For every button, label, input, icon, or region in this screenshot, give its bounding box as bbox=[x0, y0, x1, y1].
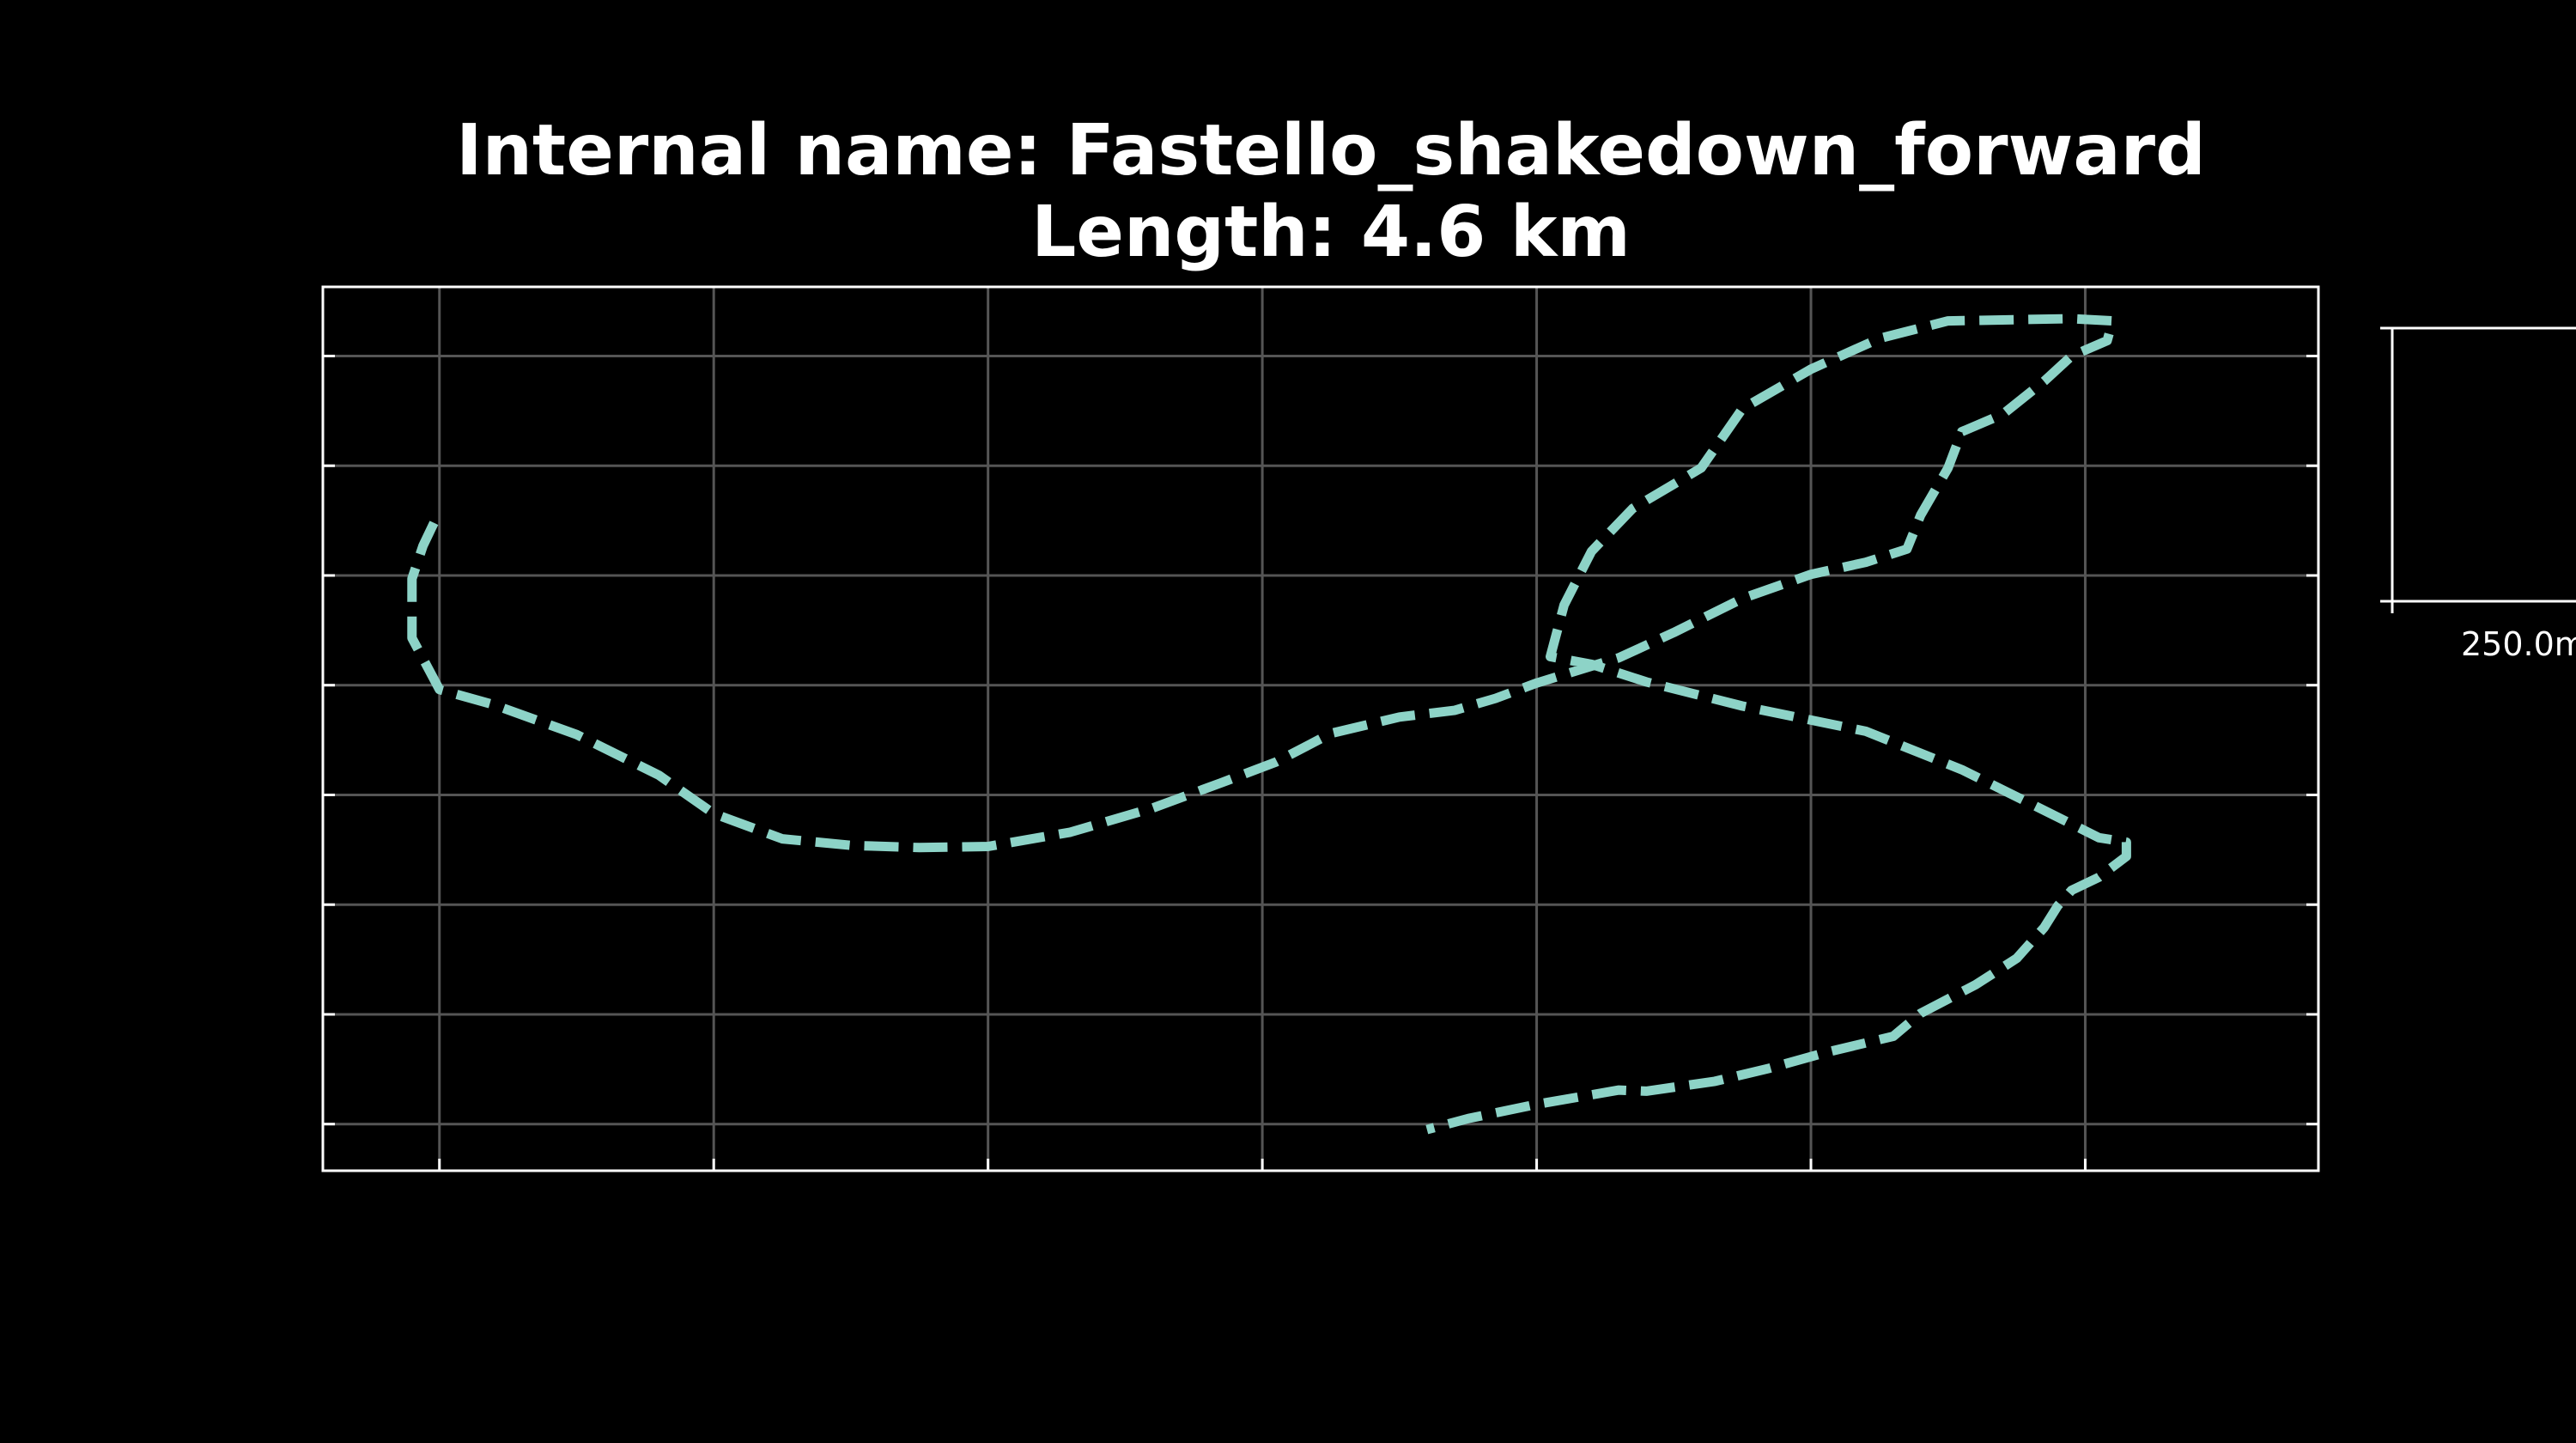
chart-title-line1: Internal name: Fastello_shakedown_forwar… bbox=[456, 110, 2206, 192]
scalebar-label: 250.0m bbox=[2461, 625, 2576, 663]
track-line bbox=[407, 314, 2131, 1135]
chart-title: Internal name: Fastello_shakedown_forwar… bbox=[0, 110, 2576, 273]
scalebar: 250.0m bbox=[2380, 326, 2576, 663]
axes-frame bbox=[321, 285, 2320, 1172]
axis-ticks bbox=[323, 354, 2318, 1171]
scalebar-frame bbox=[2391, 326, 2576, 603]
track-layer bbox=[407, 314, 2131, 1135]
grid bbox=[323, 287, 2318, 1171]
chart-title-line2: Length: 4.6 km bbox=[1031, 192, 1631, 273]
